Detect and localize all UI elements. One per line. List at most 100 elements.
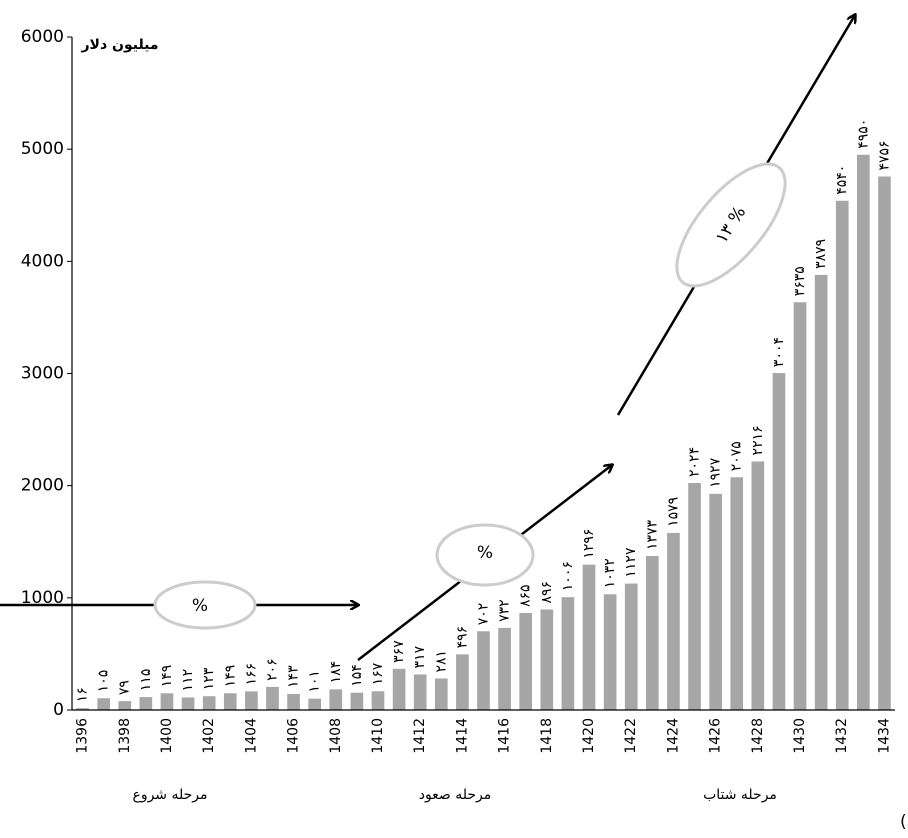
x-tick-label: 1430 — [792, 718, 808, 754]
x-tick-label: 1428 — [750, 718, 766, 754]
annotation: % — [477, 543, 493, 563]
bar — [308, 699, 321, 710]
data-label: ۱۰۵ — [96, 670, 112, 693]
data-label: ۳۱۷ — [412, 645, 428, 668]
bar — [815, 275, 828, 710]
data-label: ۴۹۶ — [454, 626, 470, 649]
bar — [583, 565, 596, 710]
x-tick-label: 1416 — [497, 718, 513, 754]
phase-label: مرحله شتاب — [703, 787, 777, 803]
data-label: ۳۶۳۵ — [792, 266, 808, 296]
x-tick-label: 1396 — [75, 718, 91, 754]
y-tick-label: 2000 — [21, 476, 64, 496]
data-label: ۱۶ — [75, 687, 91, 702]
data-label: ۲۲۱۶ — [750, 425, 766, 455]
data-label: ۱۱۲ — [180, 669, 196, 692]
y-tick-label: 3000 — [21, 364, 64, 384]
bar — [266, 687, 279, 710]
bar — [224, 693, 237, 710]
y-tick-label: 6000 — [21, 27, 64, 47]
bar — [182, 697, 195, 710]
data-label: ۱۱۲۷ — [623, 547, 639, 578]
data-label: ۷۰۲ — [476, 603, 492, 626]
data-label: ۱۹۲۷ — [708, 457, 724, 488]
bar — [329, 689, 342, 710]
data-label: ۲۸۱ — [433, 650, 449, 673]
x-tick-label: 1414 — [454, 718, 470, 754]
bar — [97, 698, 110, 710]
bar — [604, 594, 617, 710]
x-tick-label: 1410 — [370, 718, 386, 754]
bar — [414, 674, 427, 710]
bar — [245, 691, 258, 710]
bar — [857, 155, 870, 710]
x-tick-label: 1406 — [286, 718, 302, 754]
data-label: ۱۵۴ — [349, 664, 365, 687]
caption: موسسات بزرگ وابسته به گروه بانک توسعه اس… — [900, 811, 908, 832]
bar — [287, 694, 300, 710]
y-tick-label: 0 — [53, 700, 64, 720]
bar — [709, 494, 722, 710]
data-label: ۱۰۳۲ — [602, 558, 618, 588]
data-label: ۷۳۲ — [497, 599, 513, 622]
data-label: ۱۲۳ — [201, 667, 217, 690]
data-label: ۷۹ — [117, 680, 133, 695]
phase-label: مرحله شروع — [132, 787, 207, 803]
data-label: ۱۶۷ — [370, 662, 386, 685]
bar — [498, 628, 511, 710]
data-label: ۴۷۵۶ — [876, 140, 892, 170]
data-label: ۱۸۴ — [328, 661, 344, 684]
bar — [372, 691, 385, 710]
bar — [688, 483, 701, 710]
bar — [203, 696, 216, 710]
data-label: ۱۱۵ — [138, 669, 154, 692]
bar — [646, 556, 659, 710]
x-tick-label: 1404 — [243, 718, 259, 754]
data-label: ۱۵۷۹ — [665, 497, 681, 527]
data-label: ۴۹۵۰ — [855, 119, 871, 149]
x-tick-label: 1398 — [117, 718, 133, 754]
bar — [140, 697, 153, 710]
y-tick-label: 4000 — [21, 251, 64, 271]
bar — [625, 584, 638, 710]
data-label: ۲۰۲۴ — [687, 447, 703, 477]
bar — [773, 373, 786, 710]
data-label: ۲۰۶ — [264, 658, 280, 681]
bar — [477, 631, 490, 710]
x-tick-label: 1400 — [159, 718, 175, 754]
x-tick-label: 1432 — [834, 718, 850, 754]
bar — [667, 533, 680, 710]
data-label: ۱۶۶ — [243, 663, 259, 686]
data-label: ۸۹۶ — [539, 581, 555, 604]
data-label: ۲۰۷۵ — [729, 441, 745, 471]
data-label: ۱۳۷۳ — [644, 519, 660, 550]
x-tick-label: 1424 — [665, 718, 681, 754]
bar — [351, 693, 364, 710]
bar — [562, 597, 575, 710]
data-label: ۱۴۹ — [159, 665, 175, 688]
bar — [161, 693, 174, 710]
y-tick-label: 5000 — [21, 139, 64, 159]
data-label: ۱۰۰۶ — [560, 561, 576, 591]
bar — [456, 654, 469, 710]
data-label: ۳۰۰۴ — [771, 337, 787, 367]
x-tick-label: 1418 — [539, 718, 555, 754]
bar — [836, 201, 849, 710]
y-axis-label: میلیون دلار — [80, 37, 158, 53]
annotation: % — [192, 596, 208, 616]
data-label: ۱۰۱ — [307, 670, 323, 693]
x-tick-label: 1412 — [412, 718, 428, 754]
bar — [393, 669, 406, 710]
bar — [730, 477, 743, 710]
bar — [752, 461, 765, 710]
bar — [878, 177, 891, 710]
x-tick-label: 1420 — [581, 718, 597, 754]
bar — [540, 609, 553, 710]
data-label: ۱۴۹ — [222, 665, 238, 688]
data-label: ۱۴۳ — [286, 665, 302, 688]
data-label: ۴۵۴۰ — [834, 165, 850, 195]
data-label: ۳۸۷۹ — [813, 239, 829, 269]
data-label: ۸۶۵ — [518, 584, 534, 607]
chart: 01000200030004000500060001396۱۶۱۰۵1398۷۹… — [0, 0, 908, 838]
data-label: ۳۶۷ — [391, 640, 407, 663]
